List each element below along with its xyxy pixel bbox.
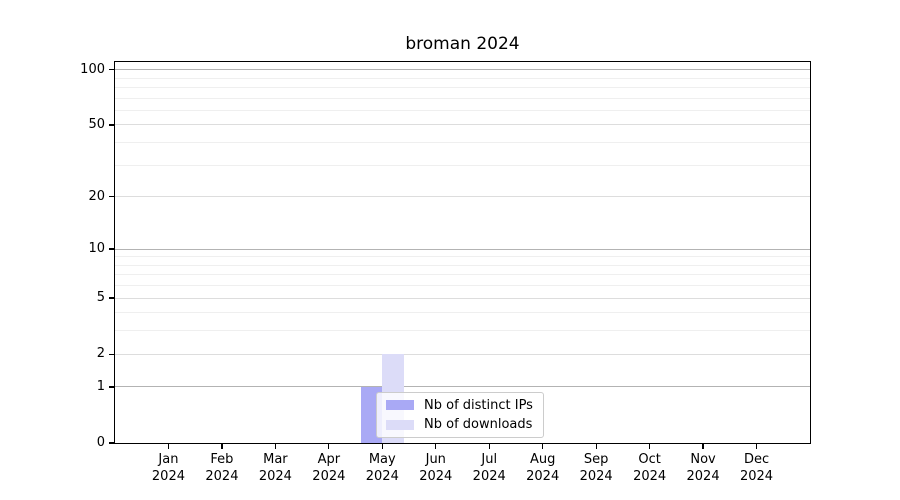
- gridline-minor: [115, 330, 810, 332]
- y-axis-tick: [109, 297, 115, 299]
- x-axis-tick-year: 2024: [205, 469, 239, 484]
- x-axis-tick-year: 2024: [365, 469, 399, 484]
- y-axis-tick-label: 10: [88, 241, 105, 256]
- gridline-minor: [115, 264, 810, 266]
- x-axis-tick-year: 2024: [472, 469, 506, 484]
- x-axis-tick-year: 2024: [419, 469, 453, 484]
- gridline-minor: [115, 97, 810, 99]
- x-axis-tick-year: 2024: [739, 469, 774, 484]
- x-axis-tick-label: Aug 2024: [511, 451, 575, 485]
- x-axis-tick: [755, 444, 758, 449]
- x-axis-tick-label: Apr 2024: [297, 451, 361, 485]
- x-axis-tick-year: 2024: [633, 469, 667, 484]
- x-axis-tick-label: Sep 2024: [564, 451, 628, 485]
- gridline-minor: [115, 86, 810, 88]
- x-axis-tick: [542, 444, 544, 449]
- y-axis-tick-label: 20: [88, 188, 105, 204]
- gridline-minor: [115, 142, 810, 144]
- gridline-minor: [115, 256, 810, 258]
- y-axis-tick: [109, 196, 115, 198]
- x-axis-tick: [274, 444, 276, 449]
- x-axis-tick-label: Jun 2024: [404, 451, 468, 485]
- y-axis-tick: [109, 69, 115, 71]
- y-axis-tick-label: 5: [96, 290, 105, 306]
- gridline-minor: [115, 274, 810, 276]
- y-axis-tick-label: 2: [96, 346, 105, 362]
- x-axis-tick: [221, 444, 223, 449]
- chart-title: broman 2024: [405, 34, 520, 54]
- y-axis-tick: [109, 442, 115, 444]
- x-axis-tick-label: Jan 2024: [136, 451, 200, 485]
- legend: Nb of distinct IPs Nb of downloads: [376, 392, 544, 438]
- x-axis-tick-label: May 2024: [350, 451, 414, 485]
- x-axis-tick: [435, 444, 437, 449]
- gridline-major: [115, 69, 810, 71]
- x-axis-tick-year: 2024: [686, 469, 720, 484]
- gridline-minor: [115, 164, 810, 166]
- x-axis-tick-label: Mar 2024: [243, 451, 307, 485]
- x-axis-tick-label: Feb 2024: [190, 451, 254, 485]
- y-axis-tick-label: 0: [96, 435, 105, 450]
- y-axis-tick: [109, 124, 115, 126]
- x-axis-tick-year: 2024: [526, 469, 560, 484]
- legend-item-distinct-ips: Nb of distinct IPs: [377, 398, 543, 413]
- x-axis-tick-year: 2024: [579, 469, 613, 484]
- x-axis-tick: [381, 444, 383, 449]
- y-axis-tick: [109, 353, 115, 355]
- x-axis-tick: [702, 444, 704, 449]
- y-axis-tick: [109, 386, 115, 388]
- x-axis-tick: [488, 444, 490, 449]
- x-axis-tick-label: Jul 2024: [457, 451, 521, 485]
- x-axis-tick-year: 2024: [312, 469, 346, 484]
- gridline-labeled: [115, 353, 810, 355]
- gridline-labeled: [115, 196, 810, 198]
- x-axis-tick-year: 2024: [258, 469, 292, 484]
- y-axis-tick-label: 50: [88, 116, 105, 132]
- x-axis-tick-label: Dec 2024: [725, 451, 789, 485]
- gridline-major: [115, 248, 810, 250]
- y-axis-tick-label: 1: [96, 378, 105, 394]
- gridline-minor: [115, 77, 810, 79]
- gridline-major: [115, 386, 810, 388]
- legend-swatch-downloads: [386, 419, 414, 430]
- gridline-labeled: [115, 124, 810, 126]
- gridline-minor: [115, 285, 810, 287]
- legend-swatch-distinct-ips: [386, 400, 414, 411]
- x-axis-tick: [595, 444, 597, 449]
- legend-label-downloads: Nb of downloads: [424, 417, 533, 433]
- gridline-minor: [115, 312, 810, 314]
- x-axis-tick-label: Nov 2024: [671, 451, 735, 485]
- y-axis-tick: [109, 248, 115, 250]
- y-axis-tick-label: 100: [80, 61, 105, 77]
- gridline-labeled: [115, 297, 810, 299]
- x-axis-tick: [167, 444, 170, 449]
- x-axis-tick: [649, 444, 651, 449]
- gridline-minor: [115, 109, 810, 111]
- x-axis-tick-label: Oct 2024: [618, 451, 682, 485]
- legend-label-distinct-ips: Nb of distinct IPs: [424, 397, 533, 413]
- x-axis-tick: [328, 444, 330, 449]
- x-axis-tick-year: 2024: [151, 469, 185, 484]
- legend-item-downloads: Nb of downloads: [377, 417, 543, 432]
